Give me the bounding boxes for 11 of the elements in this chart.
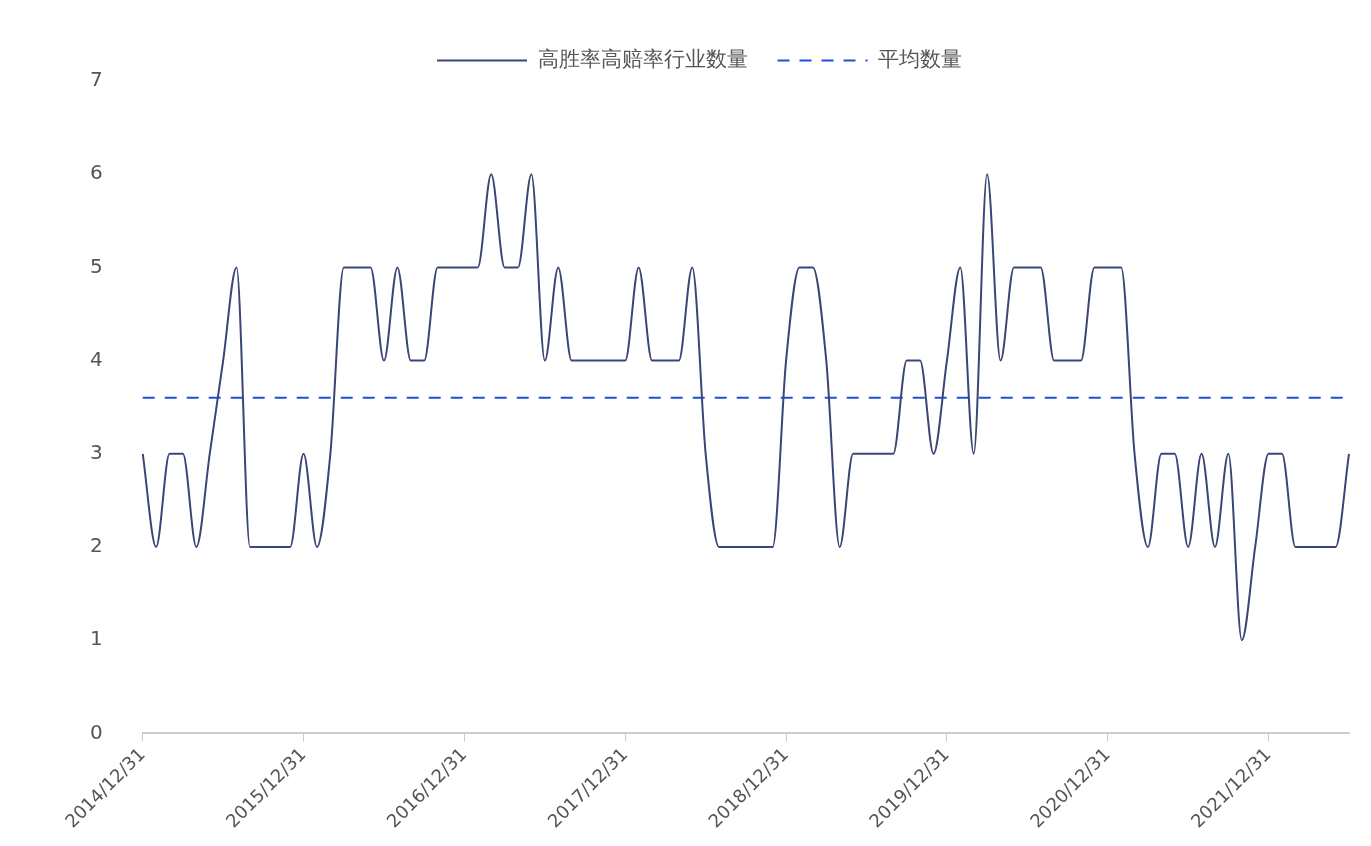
y-tick-label: 2 bbox=[89, 533, 103, 558]
y-tick-label: 3 bbox=[89, 439, 103, 464]
y-tick-label: 7 bbox=[89, 67, 103, 92]
y-tick-label: 1 bbox=[89, 626, 103, 651]
legend-label: 高胜率高赔率行业数量 bbox=[537, 46, 748, 71]
y-tick-label: 6 bbox=[89, 160, 103, 185]
y-tick-label: 5 bbox=[89, 253, 103, 278]
legend-label: 平均数量 bbox=[878, 46, 962, 71]
line-series bbox=[141, 173, 1350, 642]
y-tick-label: 0 bbox=[89, 719, 103, 744]
y-tick-label: 4 bbox=[89, 346, 103, 371]
